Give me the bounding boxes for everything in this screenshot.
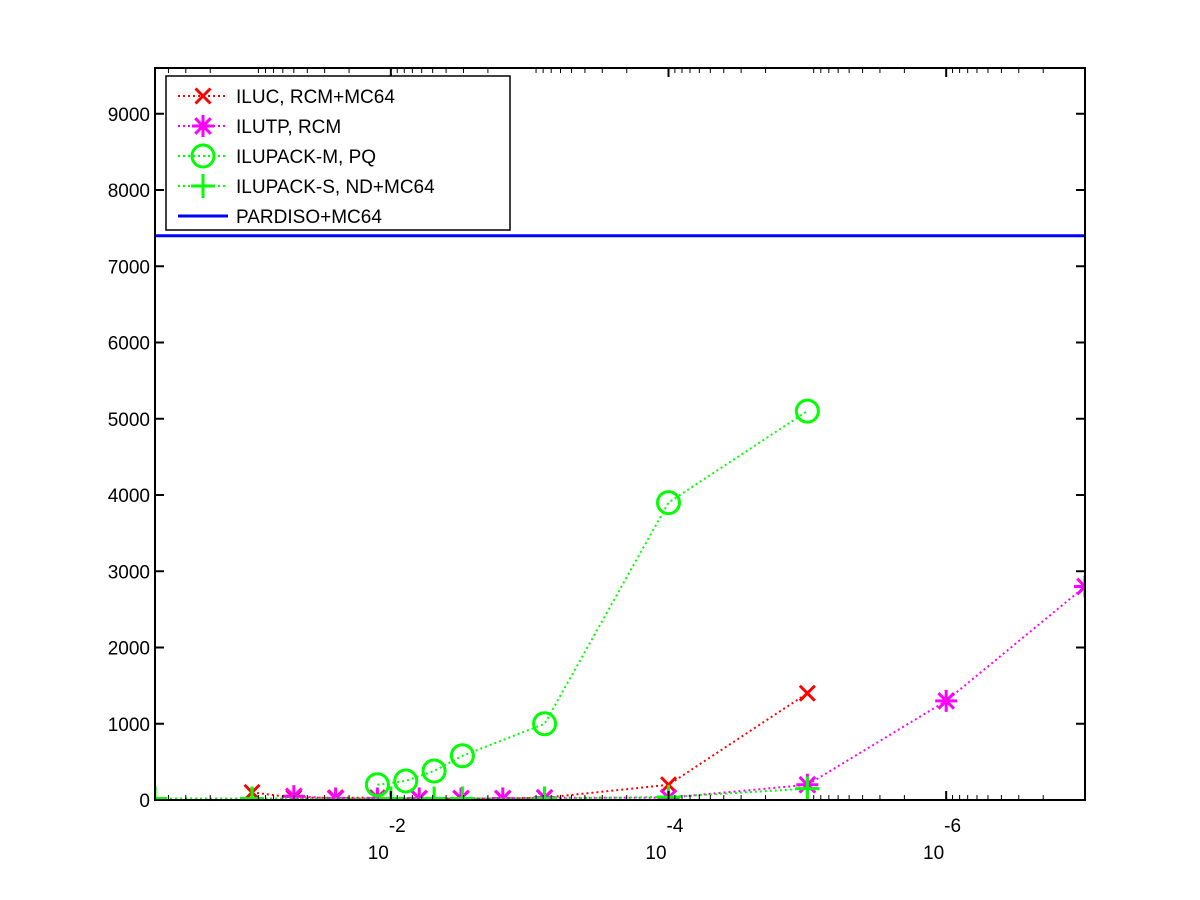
data-point-2-1 — [393, 768, 419, 794]
x-tick-label-exponent: -2 — [389, 816, 406, 837]
data-point-0-8 — [659, 776, 678, 794]
y-tick-label: 8000 — [108, 181, 150, 202]
data-point-1-9 — [935, 689, 958, 712]
series-line-0 — [251, 692, 808, 800]
legend-marker — [191, 174, 215, 198]
data-point-2-6 — [794, 398, 820, 424]
legend-marker — [194, 87, 212, 105]
y-tick-label: 9000 — [108, 105, 150, 126]
y-tick-label: 5000 — [108, 410, 150, 431]
legend-label: ILUPACK-M, PQ — [236, 147, 376, 168]
y-tick-label: 3000 — [108, 562, 150, 583]
data-point-0-9 — [798, 684, 816, 702]
data-point-2-4 — [532, 711, 558, 737]
y-tick-label: 4000 — [108, 486, 150, 507]
y-tick-label: 6000 — [108, 334, 150, 355]
data-point-2-2 — [421, 758, 447, 784]
y-tick-label: 1000 — [108, 715, 150, 736]
legend-box — [165, 75, 511, 231]
data-point-2-0 — [364, 772, 390, 798]
legend-label: ILUTP, RCM — [236, 117, 341, 138]
legend-marker — [192, 115, 214, 137]
legend-entry: ILUPACK-S, ND+MC64 — [178, 174, 435, 198]
data-point-2-3 — [449, 743, 475, 769]
data-point-3-7 — [795, 776, 820, 800]
legend-label: ILUPACK-S, ND+MC64 — [236, 177, 435, 198]
data-point-3-4 — [450, 786, 475, 800]
legend-entry: ILUC, RCM+MC64 — [178, 87, 395, 108]
x-tick-label-exponent: -6 — [944, 816, 961, 837]
series-line-2 — [377, 410, 808, 786]
legend-entry: ILUTP, RCM — [178, 115, 341, 138]
x-tick-label-base: 10 — [923, 843, 944, 864]
data-point-2-5 — [656, 490, 682, 516]
axes-frame — [154, 67, 1086, 801]
data-point-3-1 — [240, 786, 265, 800]
x-tick-label-exponent: -4 — [667, 816, 684, 837]
data-point-3-5 — [532, 786, 557, 800]
y-tick-label: 2000 — [108, 639, 150, 660]
plot-area — [155, 234, 1085, 800]
data-point-3-3 — [422, 786, 447, 800]
legend-label: ILUC, RCM+MC64 — [236, 87, 395, 108]
data-point-1-10 — [1074, 575, 1085, 598]
x-tick-label-base: 10 — [368, 843, 389, 864]
series-group — [155, 234, 1085, 800]
legend: ILUC, RCM+MC64 ILUTP, RCM ILUPACK-M, PQ ILU… — [165, 75, 511, 231]
y-tick-label: 0 — [139, 791, 150, 812]
data-point-3-0 — [155, 786, 167, 800]
legend-entry: PARDISO+MC64 — [178, 207, 382, 228]
axes: 010002000300040005000600070008000900010-… — [108, 67, 1086, 864]
y-tick-label: 7000 — [108, 257, 150, 278]
series-line-3 — [155, 787, 808, 800]
legend-label: PARDISO+MC64 — [236, 207, 382, 228]
legend-entry: ILUPACK-M, PQ — [178, 143, 376, 169]
legend-marker — [190, 143, 216, 169]
x-tick-label-base: 10 — [645, 843, 666, 864]
